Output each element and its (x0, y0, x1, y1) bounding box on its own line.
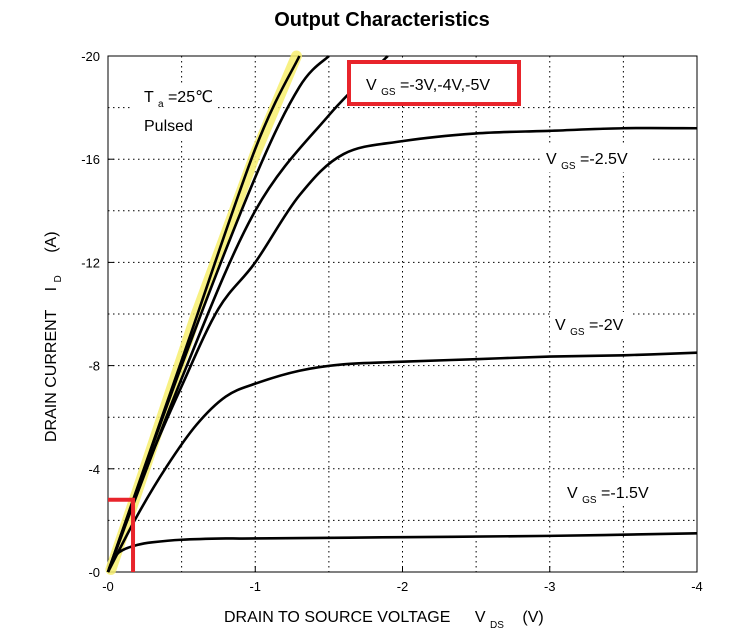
x-axis-label: DRAIN TO SOURCE VOLTAGE V DS (V) (224, 609, 544, 632)
series-label-vgs-2: V GS =-2V (555, 317, 624, 339)
series-label-vgs-1-5: V GS =-1.5V (567, 485, 649, 507)
axis-ticks: -0 -1 -2 -3 -4 -0 -4 -8 -12 -16 -20 (81, 49, 703, 594)
operating-point-bracket (108, 497, 136, 572)
series-lines (106, 55, 698, 573)
y-tick-label: -12 (81, 255, 100, 270)
series-label-box (347, 60, 521, 106)
conditions-bg (132, 84, 216, 138)
y-tick-label: -16 (81, 152, 100, 167)
x-tick-label: -2 (397, 579, 409, 594)
x-tick-label: -0 (102, 579, 114, 594)
series-label-bg-2 (550, 312, 632, 338)
y-tick-label: -8 (88, 359, 100, 374)
series-line-vgs-2-5v (106, 126, 698, 573)
series-label-vgs-3-4-5: V GS =-3V,-4V,-5V (366, 77, 490, 99)
series-line-vgs-1-5v (106, 532, 698, 573)
series-label-bg-2-5 (540, 146, 652, 172)
x-tick-label: -1 (249, 579, 261, 594)
chart-title: Output Characteristics (274, 9, 490, 31)
y-axis-label: DRAIN CURRENT I D (A) (43, 231, 65, 442)
pulsed-label: Pulsed (144, 118, 193, 135)
x-tick-label: -4 (691, 579, 703, 594)
x-tick-label: -3 (544, 579, 556, 594)
y-tick-label: -0 (88, 565, 100, 580)
y-tick-label: -4 (88, 462, 100, 477)
series-line-vgs-2v (106, 351, 698, 573)
operating-point-marker (108, 497, 136, 572)
series-label-vgs-2-5: V GS =-2.5V (546, 151, 628, 173)
series-line-vgs-4v (106, 55, 330, 573)
series-label-bg-1-5 (562, 480, 660, 506)
y-tick-label: -20 (81, 49, 100, 64)
ta-label: T a =25℃ (144, 89, 213, 111)
